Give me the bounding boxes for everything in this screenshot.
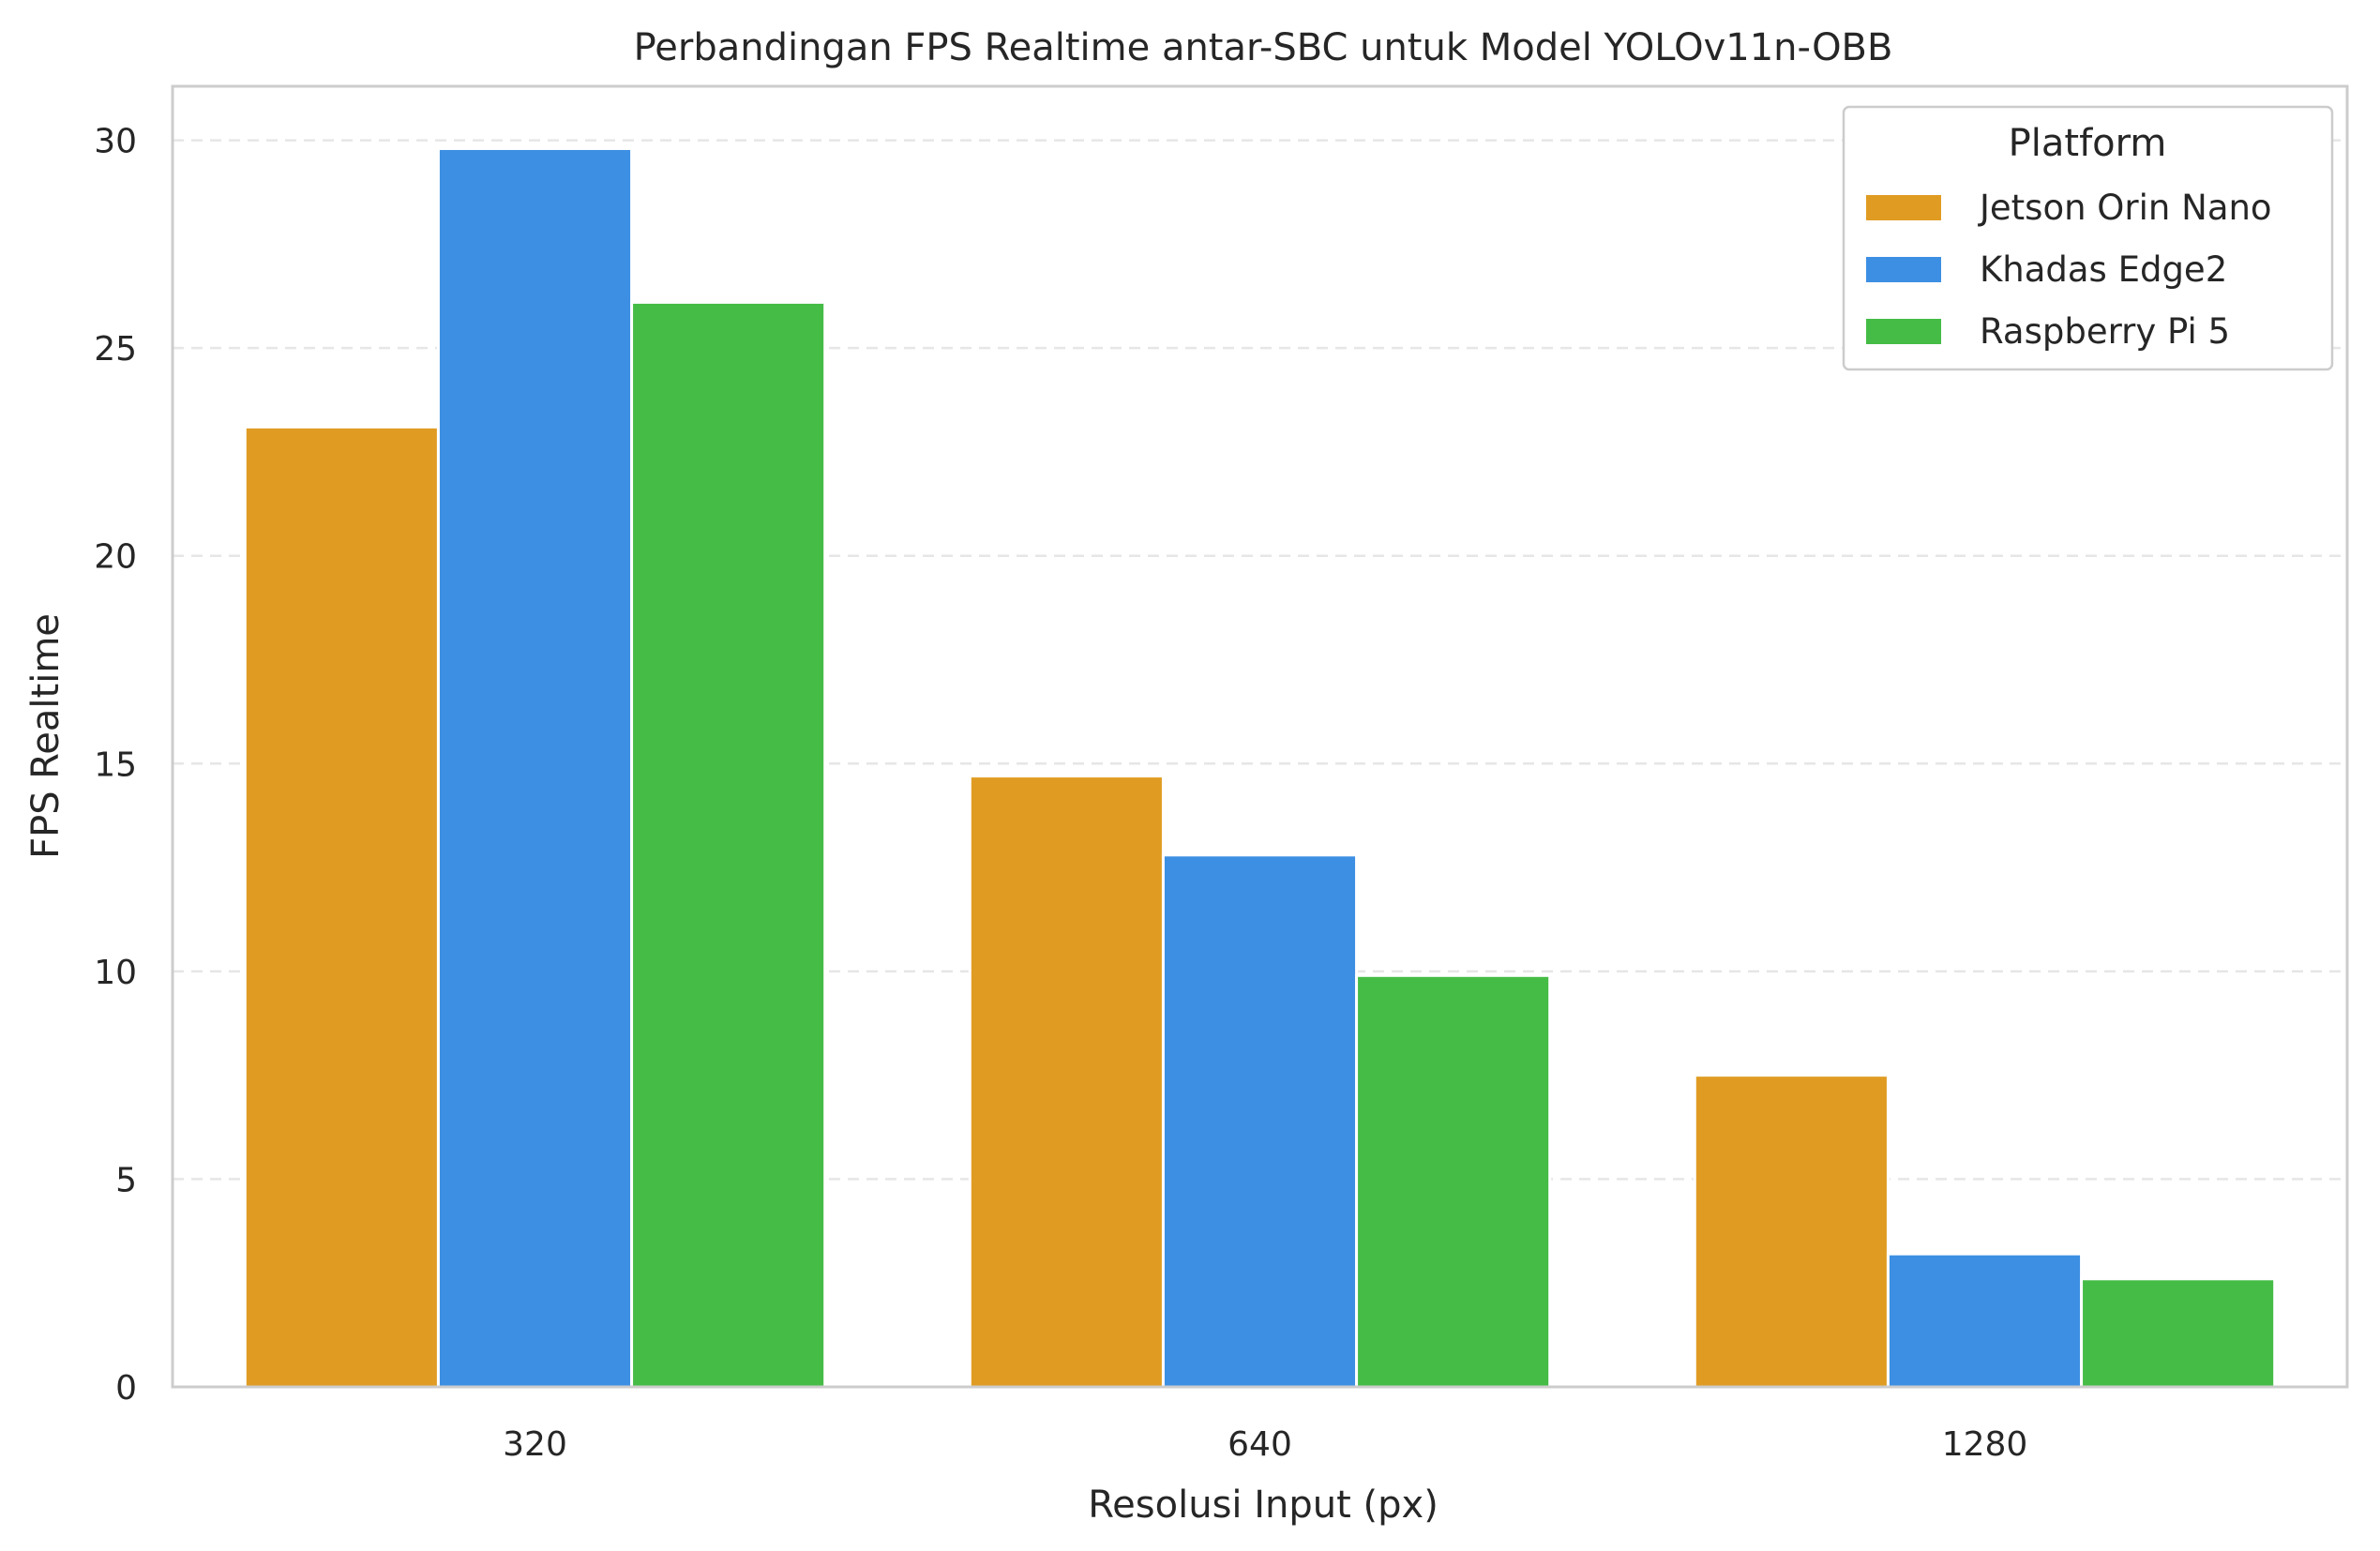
bar-raspberry-pi-5-640 [1355,973,1552,1389]
legend-title: Platform [2009,122,2167,165]
x-axis-label: Resolusi Input (px) [1088,1483,1439,1527]
bar-jetson-orin-nano-640 [968,775,1165,1389]
y-tick-label: 15 [94,745,137,784]
y-tick-label: 10 [94,954,137,992]
y-tick-label: 30 [94,123,137,161]
legend-swatch [1866,195,1941,220]
legend-label: Raspberry Pi 5 [1980,311,2230,352]
bar-raspberry-pi-5-1280 [2080,1277,2277,1389]
y-axis-label: FPS Realtime [24,613,68,859]
legend-label: Khadas Edge2 [1980,249,2227,290]
x-tick-labels: 320 640 1280 [503,1425,2027,1464]
y-tick-label: 0 [115,1369,137,1408]
plot-frame [171,84,2349,1389]
bar-jetson-orin-nano-1280 [1693,1074,1890,1389]
bars [243,146,2277,1389]
y-tick-label: 20 [94,538,137,577]
y-tick-label: 25 [94,330,137,369]
legend-swatch [1866,319,1941,344]
chart-title: Perbandingan FPS Realtime antar-SBC untu… [634,26,1893,69]
legend: Platform Jetson Orin Nano Khadas Edge2 Ras… [1842,105,2334,371]
legend-box [1842,105,2334,371]
y-tick-label: 5 [115,1161,137,1199]
x-tick-label: 320 [503,1425,567,1464]
legend-label: Jetson Orin Nano [1978,188,2272,228]
y-tick-labels: 0 5 10 15 20 25 30 [94,123,137,1408]
x-tick-label: 1280 [1942,1425,2028,1464]
bar-khadas-edge2-320 [436,146,634,1389]
legend-swatch [1866,257,1941,282]
x-tick-label: 640 [1228,1425,1292,1464]
bar-khadas-edge2-1280 [1886,1252,2084,1389]
bar-raspberry-pi-5-320 [630,300,827,1389]
bar-khadas-edge2-640 [1161,853,1359,1389]
bar-jetson-orin-nano-320 [243,425,440,1389]
